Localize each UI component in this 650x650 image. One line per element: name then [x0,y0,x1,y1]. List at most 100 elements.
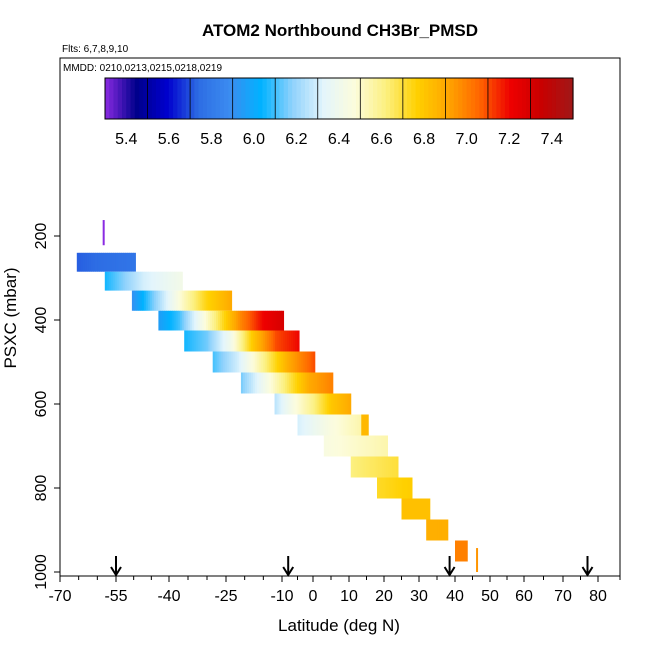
data-cell [302,372,306,394]
data-cell [196,330,199,352]
data-cell [359,414,362,436]
colorbar-cell [453,78,459,119]
data-cell [384,456,387,478]
data-cell [246,330,250,352]
data-cell [110,271,114,291]
data-cell [364,414,367,436]
data-cell [119,252,122,272]
data-cell [331,414,334,436]
data-cell [264,372,268,394]
colorbar-cell [449,78,455,119]
data-cell [314,372,318,394]
data-cell [242,372,246,394]
data-cell [160,271,163,291]
data-cell [220,351,224,373]
data-cell [124,271,128,291]
data-cell [351,414,354,436]
data-cell [282,330,286,352]
data-cell [260,351,264,373]
data-cell [378,456,381,478]
data-cell [284,372,288,394]
data-cell [216,351,220,373]
data-cell [161,290,165,311]
data-cell [242,330,246,352]
data-cell [278,372,282,394]
data-cell [103,252,106,272]
colorbar-cell [543,78,549,119]
colorbar-cell [139,78,144,119]
colorbar-cell [109,78,115,119]
flight-arrow [581,556,594,577]
data-cell [330,393,334,415]
data-cell [255,310,259,331]
data-cell [149,290,153,311]
data-cell [304,372,308,394]
colorbar-cell [521,78,527,119]
data-cell [225,290,229,311]
data-cell [413,498,417,520]
data-cell [174,271,177,291]
data-cell [284,351,288,373]
colorbar-cell [343,78,349,119]
data-cell [187,290,191,311]
data-cell [167,290,171,311]
data-cell [141,290,145,311]
data-cell [204,330,207,352]
data-cell [302,393,306,415]
data-cell [436,519,439,541]
data-cell [398,477,401,499]
data-cell [197,290,201,311]
data-cell [296,393,300,415]
data-cell [158,271,161,291]
colorbar-cell [156,78,161,119]
data-cell [430,519,433,541]
data-cell [266,372,270,394]
data-cell [166,310,169,331]
data-cell [441,519,445,541]
data-cell [192,330,195,352]
data-cell [324,372,328,394]
colorbar-cell [207,78,212,119]
data-cell [274,330,278,352]
data-cell [273,310,277,331]
colorbar-cell [360,78,366,119]
colorbar-cell [479,78,485,119]
data-cell [343,435,347,457]
colorbar-cell [504,78,510,119]
data-cell [317,414,320,436]
data-cell [310,351,314,373]
colorbar-cell [168,78,174,119]
data-cell [258,330,262,352]
data-cell [322,393,326,415]
y-axis-label: PSXC (mbar) [1,267,20,368]
data-cell [392,456,395,478]
colorbar-cell [394,78,400,119]
data-cell [270,372,274,394]
data-cell [115,252,118,272]
colorbar-cell [419,78,425,119]
data-cell [344,393,348,415]
data-cell [94,252,98,272]
colorbar-tick-label: 5.6 [158,131,180,148]
data-cell [409,498,413,520]
data-cell [212,330,215,352]
colorbar-cell [300,78,306,119]
data-cell [209,290,213,311]
data-cell [322,372,326,394]
data-cell [278,351,282,373]
data-cell [130,271,134,291]
data-cell [373,435,377,457]
data-cell [375,435,379,457]
data-cell [403,498,407,520]
data-cell [260,372,264,394]
data-cell [300,393,304,415]
data-cell [165,290,169,311]
data-cell [170,310,173,331]
data-cell [216,310,219,331]
data-cell [190,310,193,331]
data-cell [386,456,389,478]
colorbar-cell [390,78,395,119]
colorbar-tick-label: 6.6 [370,131,392,148]
data-cell [248,330,252,352]
